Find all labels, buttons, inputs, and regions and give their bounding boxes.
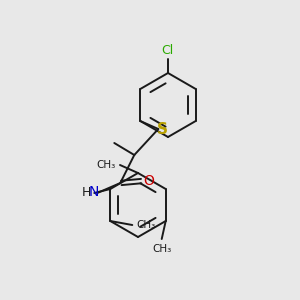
Text: CH₃: CH₃ bbox=[152, 244, 171, 254]
Text: N: N bbox=[89, 185, 100, 199]
Text: O: O bbox=[143, 174, 154, 188]
Text: Cl: Cl bbox=[161, 44, 173, 57]
Text: H: H bbox=[82, 185, 91, 199]
Text: CH₃: CH₃ bbox=[136, 220, 155, 230]
Text: S: S bbox=[157, 122, 168, 136]
Text: CH₃: CH₃ bbox=[97, 160, 116, 170]
